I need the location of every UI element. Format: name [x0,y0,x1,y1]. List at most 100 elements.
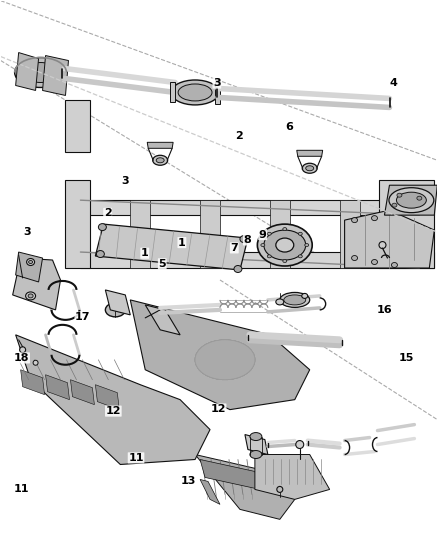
Ellipse shape [178,84,212,101]
Text: 12: 12 [210,404,226,414]
Ellipse shape [14,58,67,87]
Text: 2: 2 [235,131,243,141]
Polygon shape [297,150,323,156]
Ellipse shape [195,340,255,379]
Ellipse shape [379,241,386,248]
Text: 3: 3 [121,176,129,187]
Ellipse shape [33,360,38,365]
Ellipse shape [195,340,255,379]
Text: 2: 2 [104,208,112,219]
Ellipse shape [296,441,304,449]
Polygon shape [42,55,68,95]
Text: 18: 18 [14,353,29,363]
Polygon shape [145,305,180,335]
Ellipse shape [96,251,104,257]
Ellipse shape [306,166,314,171]
Polygon shape [255,455,330,499]
Ellipse shape [171,80,219,105]
Polygon shape [385,185,437,215]
Ellipse shape [28,261,32,263]
Text: 12: 12 [106,406,121,416]
Ellipse shape [27,259,35,265]
Polygon shape [379,180,434,268]
Ellipse shape [283,260,287,263]
Ellipse shape [99,224,106,231]
Polygon shape [71,379,95,405]
Ellipse shape [264,230,306,260]
Polygon shape [345,210,434,268]
Ellipse shape [153,155,168,165]
Ellipse shape [389,188,434,213]
Ellipse shape [298,255,302,258]
Ellipse shape [280,293,310,308]
Polygon shape [200,480,220,504]
Polygon shape [195,455,295,519]
Polygon shape [170,83,175,102]
Text: 13: 13 [181,477,196,486]
Ellipse shape [258,224,312,266]
Ellipse shape [352,217,357,223]
Ellipse shape [195,340,255,379]
Ellipse shape [417,196,422,200]
Text: 11: 11 [14,484,29,494]
Text: 16: 16 [376,305,392,315]
Ellipse shape [195,340,255,379]
Polygon shape [130,300,310,410]
Text: 6: 6 [285,122,293,132]
Polygon shape [215,80,220,104]
Polygon shape [399,200,419,268]
Ellipse shape [25,292,35,300]
Ellipse shape [261,244,265,247]
Ellipse shape [396,192,426,208]
Polygon shape [16,53,39,91]
Ellipse shape [298,232,302,235]
Polygon shape [81,200,434,215]
Ellipse shape [284,295,306,305]
Polygon shape [270,200,290,268]
Polygon shape [106,290,130,315]
Polygon shape [339,200,360,268]
Text: 5: 5 [159,259,166,269]
Ellipse shape [283,228,287,231]
Polygon shape [46,375,70,400]
Text: 17: 17 [75,312,91,322]
Ellipse shape [352,255,357,261]
Ellipse shape [195,340,255,379]
Polygon shape [66,180,90,268]
Text: 11: 11 [128,453,144,463]
Text: 1: 1 [178,238,186,247]
Ellipse shape [276,299,284,305]
Text: 15: 15 [399,353,414,363]
Ellipse shape [267,255,271,258]
Ellipse shape [23,62,59,83]
Ellipse shape [302,163,317,173]
Polygon shape [95,224,248,270]
Polygon shape [81,252,434,268]
Polygon shape [66,100,90,152]
Text: 4: 4 [390,78,398,88]
Ellipse shape [20,347,25,353]
Text: 7: 7 [230,243,238,253]
Ellipse shape [392,263,397,268]
Ellipse shape [392,203,397,207]
Ellipse shape [267,232,271,235]
Ellipse shape [106,303,125,317]
Ellipse shape [305,244,309,247]
Ellipse shape [28,294,33,298]
Ellipse shape [371,260,378,264]
Ellipse shape [276,238,294,252]
Polygon shape [200,459,260,489]
Text: 1: 1 [141,248,148,258]
Ellipse shape [240,236,248,243]
Ellipse shape [156,158,164,163]
Polygon shape [16,252,42,282]
Ellipse shape [195,340,255,379]
Text: 3: 3 [213,78,221,88]
Ellipse shape [234,265,242,272]
Polygon shape [16,335,210,464]
Ellipse shape [397,193,402,197]
Ellipse shape [302,294,308,298]
Text: 8: 8 [244,235,251,245]
Polygon shape [147,142,173,148]
Ellipse shape [250,450,262,458]
